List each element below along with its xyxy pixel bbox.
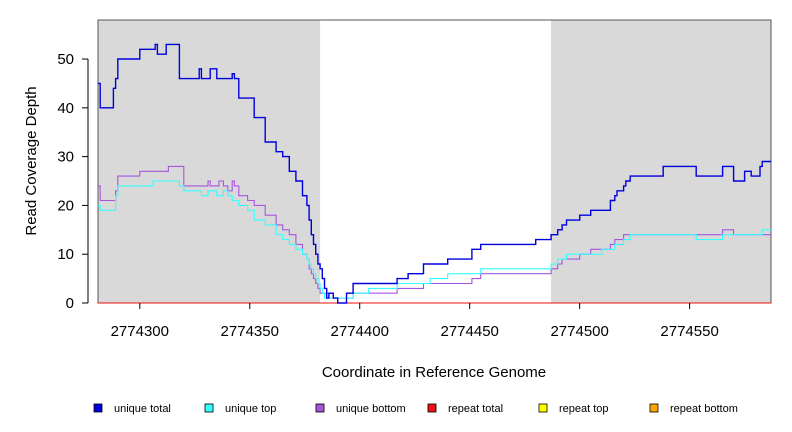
- x-tick-label: 2774500: [550, 323, 608, 340]
- series-unique-bottom: [98, 165, 771, 299]
- legend-label-repeat-total: repeat total: [448, 403, 503, 415]
- legend-label-repeat-bottom: repeat bottom: [670, 403, 738, 415]
- y-axis: 0 10 20 30 40 50: [57, 51, 89, 312]
- shaded-region-2: [551, 20, 771, 303]
- legend: unique total unique top unique bottom repea…: [93, 403, 738, 415]
- x-axis-title: Coordinate in Reference Genome: [322, 364, 546, 381]
- y-tick-label: 0: [66, 295, 74, 312]
- x-axis: 2774300 2774350 2774400 2774450 2774500 27745…: [111, 303, 719, 340]
- series-lines: [98, 43, 771, 304]
- shaded-region-1: [98, 20, 321, 303]
- legend-swatch-unique-top: [204, 403, 214, 413]
- y-axis-title: Read Coverage Depth: [23, 86, 40, 235]
- legend-label-unique-bottom: unique bottom: [336, 403, 406, 415]
- y-tick-label: 20: [57, 197, 74, 214]
- legend-swatch-repeat-bottom: [649, 403, 659, 413]
- shaded-regions: [98, 20, 771, 303]
- legend-swatch-repeat-total: [427, 403, 437, 413]
- y-tick-label: 30: [57, 149, 74, 166]
- legend-swatch-repeat-top: [538, 403, 548, 413]
- x-tick-label: 2774350: [221, 323, 279, 340]
- legend-swatch-unique-bottom: [315, 403, 325, 413]
- x-tick-label: 2774450: [440, 323, 498, 340]
- legend-label-repeat-top: repeat top: [559, 403, 609, 415]
- y-tick-label: 10: [57, 246, 74, 263]
- legend-label-unique-total: unique total: [114, 403, 171, 415]
- x-tick-label: 2774550: [660, 323, 718, 340]
- y-tick-label: 40: [57, 100, 74, 117]
- legend-swatch-unique-total: [93, 403, 103, 413]
- x-tick-label: 2774300: [111, 323, 169, 340]
- y-tick-label: 50: [57, 51, 74, 68]
- series-unique-total: [98, 43, 771, 304]
- legend-label-unique-top: unique top: [225, 403, 276, 415]
- series-unique-top: [98, 180, 771, 299]
- x-tick-label: 2774400: [331, 323, 389, 340]
